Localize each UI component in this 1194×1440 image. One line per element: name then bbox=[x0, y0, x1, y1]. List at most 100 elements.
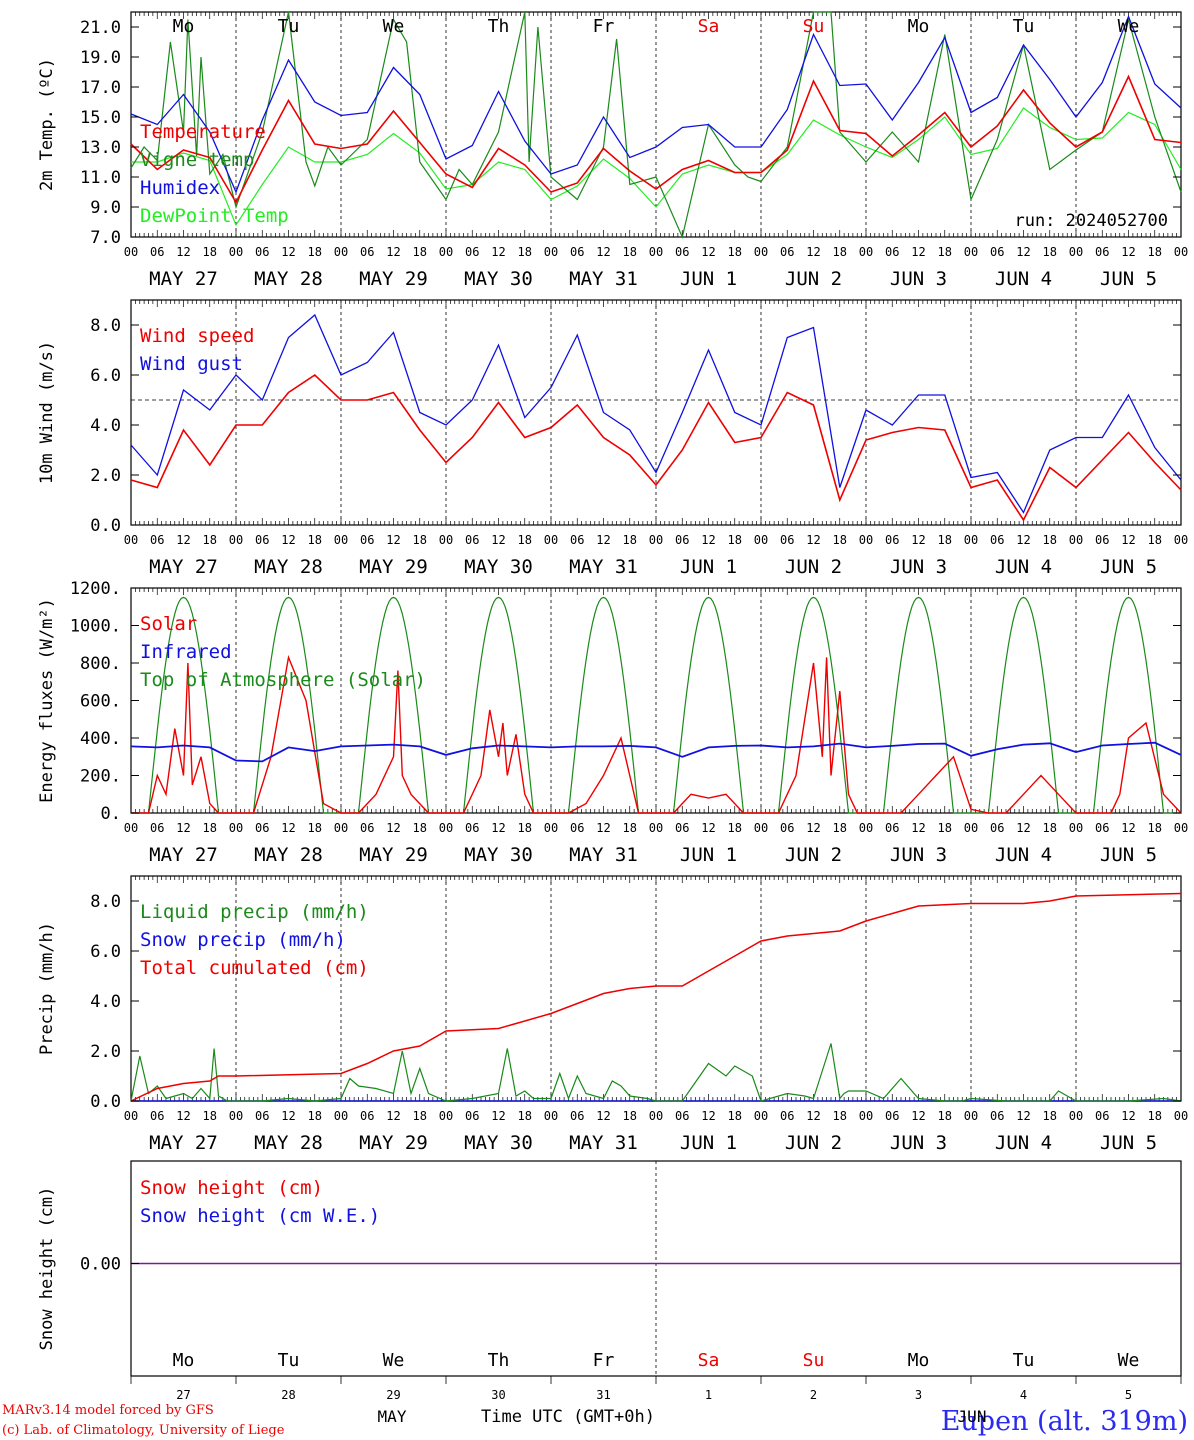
hour-tick-label: 00 bbox=[754, 821, 768, 835]
y-tick-label: 2.0 bbox=[90, 466, 121, 486]
hour-tick-label: 00 bbox=[334, 821, 348, 835]
date-label: MAY 29 bbox=[359, 844, 428, 866]
hour-tick-label: 18 bbox=[623, 245, 637, 259]
hour-tick-label: 00 bbox=[544, 1109, 558, 1123]
hour-tick-label: 12 bbox=[806, 821, 820, 835]
hour-tick-label: 06 bbox=[780, 533, 794, 547]
hour-tick-label: 06 bbox=[255, 1109, 269, 1123]
date-label: MAY 30 bbox=[464, 1132, 533, 1154]
hour-tick-label: 06 bbox=[570, 245, 584, 259]
day-number-label: 31 bbox=[596, 1388, 610, 1402]
weekday-label: Th bbox=[488, 16, 510, 37]
station-label: Eupen (alt. 319m) bbox=[941, 1406, 1188, 1437]
hour-tick-label: 06 bbox=[990, 533, 1004, 547]
hour-tick-label: 00 bbox=[439, 1109, 453, 1123]
date-label: MAY 28 bbox=[254, 268, 323, 290]
date-label: MAY 31 bbox=[569, 268, 638, 290]
y-tick-label: 21.0 bbox=[80, 18, 121, 38]
panel-5 bbox=[130, 1160, 1182, 1384]
hour-tick-label: 06 bbox=[465, 821, 479, 835]
hour-tick-label: 00 bbox=[754, 533, 768, 547]
hour-tick-label: 12 bbox=[491, 1109, 505, 1123]
date-label: JUN 3 bbox=[890, 1132, 947, 1154]
date-label: MAY 27 bbox=[149, 268, 218, 290]
hour-tick-label: 06 bbox=[255, 821, 269, 835]
date-label: JUN 4 bbox=[995, 1132, 1052, 1154]
date-label: JUN 3 bbox=[890, 268, 947, 290]
hour-tick-label: 06 bbox=[1095, 821, 1109, 835]
y-tick-label: 9.0 bbox=[90, 198, 121, 218]
weekday-label: We bbox=[1118, 16, 1140, 37]
hour-tick-label: 18 bbox=[413, 245, 427, 259]
weekday-label: Mo bbox=[908, 1350, 930, 1371]
day-number-label: 5 bbox=[1125, 1388, 1132, 1402]
weekday-label: Sa bbox=[698, 16, 720, 37]
hour-tick-label: 00 bbox=[124, 821, 138, 835]
hour-tick-label: 12 bbox=[491, 821, 505, 835]
hour-tick-label: 00 bbox=[964, 245, 978, 259]
hour-tick-label: 00 bbox=[334, 1109, 348, 1123]
weekday-label: Mo bbox=[173, 1350, 195, 1371]
hour-tick-label: 12 bbox=[1016, 821, 1030, 835]
date-label: MAY 27 bbox=[149, 844, 218, 866]
day-number-label: 2 bbox=[810, 1388, 817, 1402]
y-tick-label: 1200. bbox=[70, 579, 121, 599]
hour-tick-label: 06 bbox=[780, 1109, 794, 1123]
hour-tick-label: 00 bbox=[229, 533, 243, 547]
legend-entry: Top of Atmosphere (Solar) bbox=[140, 669, 426, 691]
hour-tick-label: 06 bbox=[675, 821, 689, 835]
hour-tick-label: 18 bbox=[308, 533, 322, 547]
panel-3 bbox=[130, 587, 1182, 814]
y-tick-label: 0.00 bbox=[80, 1255, 121, 1275]
date-label: JUN 3 bbox=[890, 844, 947, 866]
legend-entry: Wind speed bbox=[140, 325, 254, 347]
series-line-humidex bbox=[130, 14, 1182, 194]
date-label: MAY 28 bbox=[254, 1132, 323, 1154]
series-line-dewpoint-temp bbox=[131, 107, 1182, 227]
hour-tick-label: 12 bbox=[176, 533, 190, 547]
y-axis-title: Precip (mm/h) bbox=[37, 922, 57, 1055]
hour-tick-label: 00 bbox=[964, 533, 978, 547]
hour-tick-label: 18 bbox=[413, 1109, 427, 1123]
hour-tick-label: 12 bbox=[701, 821, 715, 835]
run-label: run: 2024052700 bbox=[1014, 211, 1168, 231]
date-label: MAY 30 bbox=[464, 556, 533, 578]
hour-tick-label: 18 bbox=[518, 1109, 532, 1123]
y-tick-label: 4.0 bbox=[90, 416, 121, 436]
hour-tick-label: 00 bbox=[1069, 1109, 1083, 1123]
hour-tick-label: 12 bbox=[1016, 1109, 1030, 1123]
weekday-label: Tu bbox=[278, 1350, 300, 1371]
date-label: JUN 5 bbox=[1100, 268, 1157, 290]
y-tick-label: 6.0 bbox=[90, 366, 121, 386]
panel-2 bbox=[130, 299, 1182, 526]
hour-tick-label: 12 bbox=[596, 821, 610, 835]
legend-entry: Vigne temp bbox=[140, 149, 254, 171]
y-tick-label: 0.0 bbox=[90, 1092, 121, 1112]
y-axis-title: Snow height (cm) bbox=[37, 1187, 57, 1351]
weekday-label: Sa bbox=[698, 1350, 720, 1371]
hour-tick-label: 12 bbox=[281, 821, 295, 835]
y-tick-label: 15.0 bbox=[80, 108, 121, 128]
date-label: JUN 1 bbox=[680, 556, 737, 578]
hour-tick-label: 18 bbox=[1043, 533, 1057, 547]
hour-tick-label: 00 bbox=[964, 821, 978, 835]
hour-tick-label: 18 bbox=[518, 821, 532, 835]
hour-tick-label: 06 bbox=[360, 821, 374, 835]
hour-tick-label: 06 bbox=[255, 533, 269, 547]
hour-tick-label: 00 bbox=[649, 533, 663, 547]
hour-tick-label: 18 bbox=[728, 533, 742, 547]
hour-tick-label: 18 bbox=[833, 533, 847, 547]
series-line-liquid-precip-mm-h- bbox=[130, 1043, 1182, 1102]
hour-tick-label: 18 bbox=[308, 245, 322, 259]
weekday-label: Fr bbox=[593, 16, 615, 37]
hour-tick-label: 18 bbox=[413, 533, 427, 547]
weekday-label: Th bbox=[488, 1350, 510, 1371]
hour-tick-label: 00 bbox=[439, 533, 453, 547]
hour-tick-label: 06 bbox=[675, 1109, 689, 1123]
hour-tick-label: 18 bbox=[203, 821, 217, 835]
hour-tick-label: 12 bbox=[911, 245, 925, 259]
date-label: JUN 2 bbox=[785, 556, 842, 578]
hour-tick-label: 18 bbox=[203, 245, 217, 259]
hour-tick-label: 06 bbox=[570, 821, 584, 835]
